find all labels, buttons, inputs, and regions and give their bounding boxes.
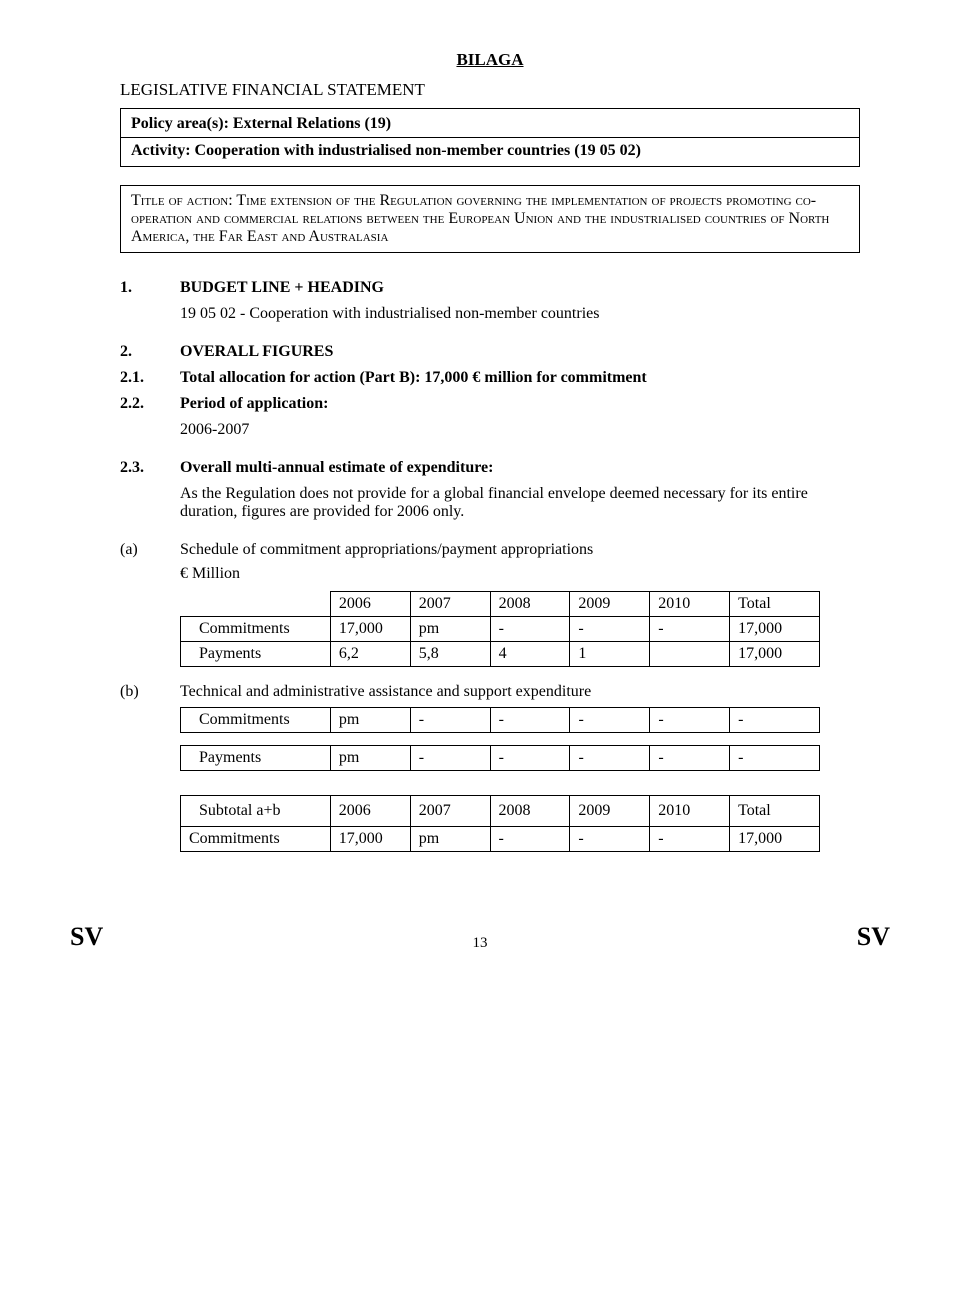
section-1-body: 19 05 02 - Cooperation with industrialis… <box>180 305 860 323</box>
action-label: Title of action: <box>131 192 233 209</box>
table-b-cell: - <box>570 708 650 733</box>
subtotal-cell: - <box>650 827 730 852</box>
section-2-num: 2. <box>120 343 180 361</box>
subtotal-header: Subtotal a+b <box>181 796 331 827</box>
table-a-cell: 17,000 <box>330 617 410 642</box>
table-b-cell: - <box>570 746 650 771</box>
action-title-box: Title of action: Time extension of the R… <box>120 185 860 253</box>
table-subtotal: Subtotal a+b20062007200820092010Total Com… <box>180 795 820 852</box>
table-b-cell: - <box>490 746 570 771</box>
section-23-num: 2.3. <box>120 459 180 477</box>
section-23-body: As the Regulation does not provide for a… <box>180 485 860 521</box>
table-b-cell: - <box>650 708 730 733</box>
table-a-cell: 17,000 <box>730 642 820 667</box>
section-22-num: 2.2. <box>120 395 180 413</box>
subtotal-header: 2009 <box>570 796 650 827</box>
table-a-header: 2010 <box>650 592 730 617</box>
para-a-label: (a) <box>120 541 180 559</box>
section-22-body: 2006-2007 <box>180 421 860 439</box>
table-a-cell: - <box>490 617 570 642</box>
table-a-cell: 17,000 <box>730 617 820 642</box>
table-a-header <box>181 592 331 617</box>
table-b-cell: - <box>410 746 490 771</box>
section-1-heading: BUDGET LINE + HEADING <box>180 279 384 297</box>
table-a-header: 2008 <box>490 592 570 617</box>
subtotal-header: 2007 <box>410 796 490 827</box>
table-a-cell: - <box>650 617 730 642</box>
footer-right: SV <box>857 922 890 952</box>
subtotal-cell: 17,000 <box>330 827 410 852</box>
section-23-heading: Overall multi-annual estimate of expendi… <box>180 459 493 477</box>
para-b-text: Technical and administrative assistance … <box>180 683 591 701</box>
table-a-header: 2007 <box>410 592 490 617</box>
action-body: Time extension of the Regulation governi… <box>131 192 829 245</box>
annex-label: BILAGA <box>120 50 860 70</box>
table-b-cell: - <box>410 708 490 733</box>
policy-box: Policy area(s): External Relations (19) … <box>120 108 860 167</box>
table-a-cell: Commitments <box>181 617 331 642</box>
table-b-cell: - <box>730 708 820 733</box>
table-a: 20062007200820092010TotalCommitments17,0… <box>180 591 820 667</box>
policy-area: Policy area(s): External Relations (19) <box>131 115 849 133</box>
subtotal-header: Total <box>730 796 820 827</box>
page-number: 13 <box>473 935 488 952</box>
table-a-header: Total <box>730 592 820 617</box>
section-21-heading: Total allocation for action (Part B): 17… <box>180 369 647 387</box>
table-a-header: 2006 <box>330 592 410 617</box>
section-22-heading: Period of application: <box>180 395 328 413</box>
table-b-cell: Payments <box>181 746 331 771</box>
activity-line: Activity: Cooperation with industrialise… <box>121 137 859 160</box>
subtotal-cell: 17,000 <box>730 827 820 852</box>
table-a-cell <box>650 642 730 667</box>
footer-left: SV <box>70 922 103 952</box>
table-a-header: 2009 <box>570 592 650 617</box>
table-a-cell: pm <box>410 617 490 642</box>
subtotal-cell: Commitments <box>181 827 331 852</box>
table-a-cell: 4 <box>490 642 570 667</box>
table-b-cell: - <box>650 746 730 771</box>
table-b: Commitmentspm-----Paymentspm----- <box>180 707 820 771</box>
table-b-cell: Commitments <box>181 708 331 733</box>
subtotal-cell: pm <box>410 827 490 852</box>
para-a-text: Schedule of commitment appropriations/pa… <box>180 541 593 559</box>
section-2-heading: OVERALL FIGURES <box>180 343 333 361</box>
table-a-cell: Payments <box>181 642 331 667</box>
table-b-cell: pm <box>330 746 410 771</box>
table-a-cell: 5,8 <box>410 642 490 667</box>
para-b-label: (b) <box>120 683 180 701</box>
subtotal-header: 2010 <box>650 796 730 827</box>
table-b-cell: pm <box>330 708 410 733</box>
statement-title: LEGISLATIVE FINANCIAL STATEMENT <box>120 80 860 100</box>
table-a-cell: - <box>570 617 650 642</box>
table-b-cell: - <box>490 708 570 733</box>
subtotal-cell: - <box>570 827 650 852</box>
table-b-cell: - <box>730 746 820 771</box>
subtotal-cell: - <box>490 827 570 852</box>
page-footer: SV 13 SV <box>0 902 960 982</box>
para-a-unit: € Million <box>180 565 860 583</box>
section-21-num: 2.1. <box>120 369 180 387</box>
table-a-cell: 6,2 <box>330 642 410 667</box>
subtotal-header: 2006 <box>330 796 410 827</box>
section-1-num: 1. <box>120 279 180 297</box>
subtotal-header: 2008 <box>490 796 570 827</box>
table-a-cell: 1 <box>570 642 650 667</box>
